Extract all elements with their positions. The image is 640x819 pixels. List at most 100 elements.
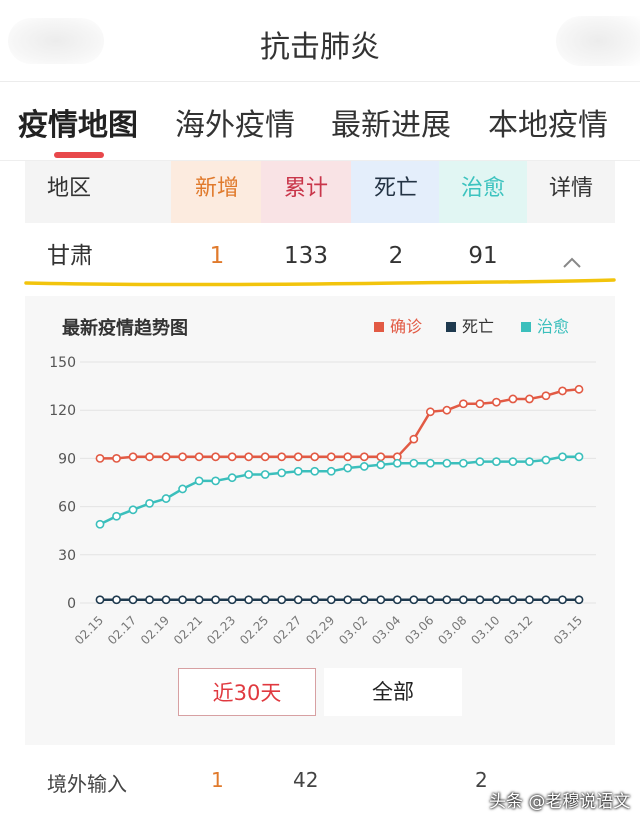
data-point [376,595,386,605]
data-point [326,595,336,605]
data-point [475,399,485,409]
tab-bar: 疫情地图 海外疫情 最新进展 本地疫情 [0,82,640,160]
data-point [425,458,435,468]
imported-cured: 2 [475,768,488,792]
chart-title: 最新疫情趋势图 [62,317,188,339]
chart-legend: 确诊 死亡 治愈 [374,317,569,336]
data-point [194,452,204,462]
header-total: 累计 [261,161,351,223]
data-point [376,452,386,462]
blurred-right-element [556,16,640,66]
data-point [244,452,254,462]
y-tick-label: 90 [58,451,76,467]
data-point [260,452,270,462]
header-detail: 详情 [548,176,593,201]
chevron-up-icon[interactable] [558,238,586,268]
recent-30-days-button[interactable]: 近30天 [178,668,316,716]
legend-label: 死亡 [462,317,494,336]
data-point [409,595,419,605]
x-tick-label: 03.10 [468,613,502,647]
data-point [244,595,254,605]
imported-cases-row: 境外输入 1 42 2 [25,750,615,812]
data-point [442,405,452,415]
data-point [145,452,154,462]
data-point [128,452,138,462]
data-point [310,452,320,462]
tabs-divider [0,160,640,161]
data-point [425,595,435,605]
row-region: 甘肃 [47,243,93,269]
header-new: 新增 [171,161,263,223]
y-tick-label: 150 [49,355,76,371]
data-point [227,452,237,462]
legend-swatch [446,322,456,332]
data-point [508,595,518,605]
data-point [211,595,221,605]
data-point [574,452,584,462]
chart-card [25,296,615,745]
data-point [558,595,567,605]
data-point [293,595,303,605]
yellow-highlight-underline [24,278,616,287]
data-point [293,466,303,476]
blurred-left-element [8,18,104,64]
top-bar: 抗击肺炎 [0,0,640,82]
page-title: 抗击肺炎 [260,30,380,65]
data-point [574,595,584,605]
data-point [326,452,336,462]
data-point [492,397,501,407]
data-point [145,498,154,508]
x-tick-label: 03.06 [402,613,436,647]
data-point [161,595,171,605]
imported-new: 1 [211,768,224,792]
header-death: 死亡 [351,161,441,223]
data-point [442,595,452,605]
data-point [475,595,485,605]
x-tick-label: 03.15 [551,613,585,647]
data-point [244,470,254,479]
data-point [211,452,221,462]
data-point [260,470,270,479]
y-tick-label: 30 [58,548,76,564]
data-point [508,394,518,404]
data-point [376,460,386,470]
data-point [425,407,435,417]
data-point [475,457,485,467]
data-point [194,476,204,486]
tab-overseas[interactable]: 海外疫情 [175,108,295,143]
table-header: 地区 新增 累计 死亡 治愈 详情 [25,161,615,223]
row-new: 1 [209,243,225,269]
data-point [558,452,567,462]
legend-swatch [521,322,531,332]
tab-epidemic-map[interactable]: 疫情地图 [18,108,138,143]
tab-latest-progress[interactable]: 最新进展 [331,108,451,143]
tab-local[interactable]: 本地疫情 [488,108,608,143]
data-point [161,494,171,503]
data-point [310,466,320,476]
data-point [392,595,402,605]
x-tick-label: 03.04 [369,613,403,647]
data-point [194,595,204,605]
chart-series [95,384,584,605]
data-point [293,452,303,462]
x-tick-label: 03.08 [435,613,469,647]
data-point [178,484,187,494]
data-point [128,595,138,605]
x-tick-label: 02.23 [204,613,238,647]
watermark: 头条 @老穆说语文 [489,792,631,812]
data-point [95,453,105,463]
x-tick-label: 02.17 [105,613,139,647]
table-row[interactable]: 甘肃 1 133 2 91 [25,224,615,284]
x-tick-label: 02.27 [270,613,304,647]
data-point [343,595,353,605]
data-point [458,399,468,409]
data-point [145,595,154,605]
data-point [525,394,534,404]
all-range-button[interactable]: 全部 [324,668,462,716]
x-tick-label: 02.21 [171,613,205,647]
data-point [277,595,287,605]
data-point [343,452,353,462]
header-cured: 治愈 [439,161,527,223]
x-axis-ticks: 02.1502.1702.1902.2102.2302.2502.2702.29… [72,613,585,647]
